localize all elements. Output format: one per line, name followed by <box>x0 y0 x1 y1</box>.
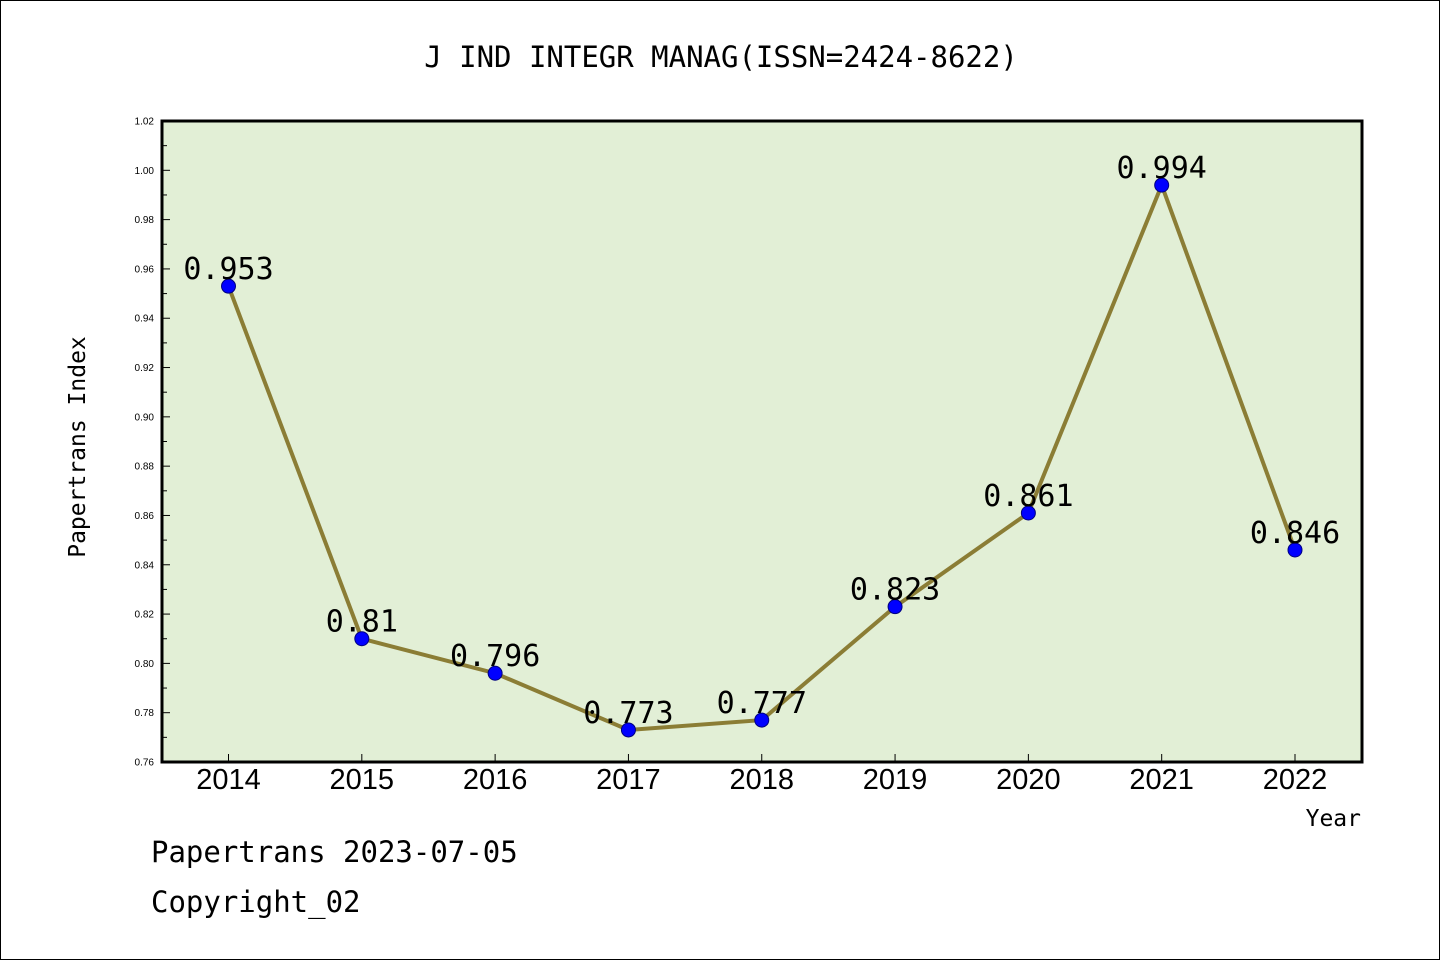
data-point <box>754 712 770 728</box>
footer-copyright: Copyright_02 <box>151 885 361 919</box>
footer-date: Papertrans 2023-07-05 <box>151 835 518 869</box>
data-point <box>221 278 236 294</box>
x-tick-label: 2016 <box>463 764 528 796</box>
data-point <box>1020 505 1036 521</box>
x-tick-label: 2018 <box>729 764 794 796</box>
plot-area <box>162 121 1362 762</box>
data-point <box>1154 177 1170 193</box>
data-label: 0.953 <box>183 252 273 287</box>
data-label: 0.796 <box>450 639 540 674</box>
x-tick-label: 2017 <box>596 764 661 796</box>
y-tick-label: 0.80 <box>135 659 155 670</box>
x-tick-label: 2020 <box>996 764 1061 796</box>
x-tick-label: 2015 <box>330 764 395 796</box>
x-tick-label: 2019 <box>863 764 928 796</box>
x-tick-label: 2014 <box>196 764 261 796</box>
y-tick-label: 0.76 <box>135 758 155 769</box>
plot-border <box>160 119 1364 764</box>
x-tick-label: 2021 <box>1129 764 1194 796</box>
y-tick-label: 0.94 <box>135 314 155 325</box>
data-label: 0.994 <box>1117 151 1207 186</box>
y-axis-title: Papertrans Index <box>65 336 91 558</box>
data-label: 0.773 <box>583 696 673 731</box>
data-label: 0.846 <box>1250 516 1340 551</box>
data-point <box>1287 542 1303 558</box>
data-label: 0.861 <box>983 479 1073 514</box>
data-point <box>354 631 370 647</box>
y-tick-label: 0.88 <box>135 462 155 473</box>
data-label: 0.81 <box>326 605 398 640</box>
data-label: 0.777 <box>717 686 807 721</box>
y-tick-label: 0.98 <box>135 215 155 226</box>
y-tick-label: 1.00 <box>135 166 155 177</box>
x-tick-label: 2022 <box>1263 764 1328 796</box>
y-tick-label: 1.02 <box>135 117 155 128</box>
y-tick-label: 0.86 <box>135 511 155 522</box>
y-tick-label: 0.82 <box>135 610 155 621</box>
y-tick-label: 0.78 <box>135 708 155 719</box>
y-tick-label: 0.92 <box>135 363 155 374</box>
chart-title: J IND INTEGR MANAG(ISSN=2424-8622) <box>424 40 1018 74</box>
x-axis-title: Year <box>1306 806 1361 832</box>
data-point <box>887 599 903 615</box>
data-point <box>487 665 503 681</box>
data-point <box>620 722 636 738</box>
y-tick-label: 0.84 <box>135 560 155 571</box>
y-tick-label: 0.90 <box>135 412 155 423</box>
y-tick-label: 0.96 <box>135 264 155 275</box>
data-label: 0.823 <box>850 573 940 608</box>
